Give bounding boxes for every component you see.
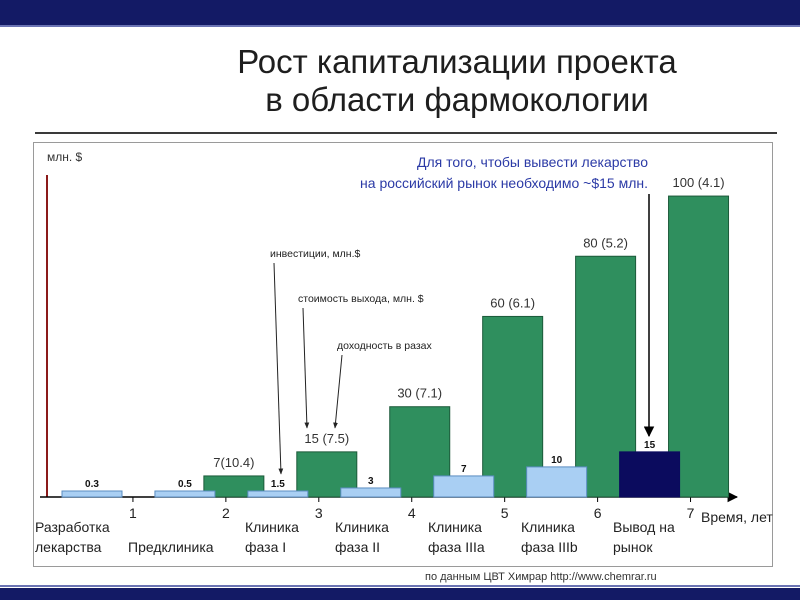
slide-title-line-1: Рост капитализации проекта [237, 43, 677, 80]
series-callout-exit-cost-pointer [302, 307, 310, 429]
investment-bar [61, 490, 123, 498]
title-divider [35, 132, 777, 134]
series-callout-return-pointer [333, 354, 343, 429]
stage-label: Клиника [428, 519, 482, 535]
source-note: по данным ЦВТ Химрар http://www.chemrar.… [425, 571, 657, 583]
x-tick-label: 6 [594, 505, 602, 521]
exit-cost-label: 80 (5.2) [583, 235, 628, 250]
x-axis-label: Время, лет [701, 509, 773, 525]
x-tick-label: 3 [315, 505, 323, 521]
stage-label: Клиника [521, 519, 575, 535]
investment-label: 15 [644, 440, 656, 451]
series-callout-exit-cost: стоимость выхода, млн. $ [298, 293, 424, 305]
exit-cost-label: 7(10.4) [213, 455, 254, 470]
investment-label: 1.5 [271, 479, 285, 490]
x-tick-label: 7 [687, 505, 695, 521]
market-entry-investment-bar [619, 451, 681, 498]
investment-label: 10 [551, 455, 563, 466]
stage-label: Клиника [245, 519, 299, 535]
slide-title-line-2: в области фармокологии [265, 81, 649, 118]
investment-bar [526, 466, 588, 498]
stage-label: фаза I [245, 539, 286, 555]
stage-label: лекарства [35, 539, 102, 555]
y-axis-label: млн. $ [47, 150, 83, 164]
top-band [0, 0, 800, 25]
plot-marks: 1 2 3 4 5 6 7 7(10.4) 15 (7.5) 30 (7.1) 60 (6.1) 80… [35, 175, 730, 555]
stage-label: рынок [613, 539, 653, 555]
bottom-band [0, 588, 800, 600]
x-tick-label: 2 [222, 505, 230, 521]
stage-label: Предклиника [128, 539, 214, 555]
investment-label: 0.5 [178, 479, 192, 490]
exit-cost-label: 15 (7.5) [304, 431, 349, 446]
market-note-line-2: на российский рынок необходимо ~$15 млн. [360, 175, 648, 191]
stage-label: Клиника [335, 519, 389, 535]
exit-cost-label: 60 (6.1) [490, 295, 535, 310]
series-callout-return: доходность в разах [337, 340, 433, 352]
stage-label: Вывод на [613, 519, 675, 535]
x-tick-label: 1 [129, 505, 137, 521]
exit-cost-bar [668, 195, 730, 498]
stage-label: фаза IIIb [521, 539, 578, 555]
investment-bar [247, 490, 309, 498]
series-callout-investment: инвестиции, млн.$ [270, 248, 361, 260]
bottom-band-line [0, 585, 800, 587]
x-tick-label: 4 [408, 505, 416, 521]
investment-label: 0.3 [85, 479, 99, 490]
market-note-line-1: Для того, чтобы вывести лекарство [417, 154, 648, 170]
investment-label: 7 [461, 464, 467, 475]
exit-cost-label: 100 (4.1) [673, 175, 725, 190]
investment-bar [433, 475, 495, 498]
top-band-line [0, 25, 800, 27]
series-callout-investment-pointer [273, 262, 284, 475]
investment-bar [154, 490, 216, 498]
stage-label: Разработка [35, 519, 110, 535]
chart-frame [33, 142, 773, 567]
investment-label: 3 [368, 476, 374, 487]
stage-label: фаза II [335, 539, 380, 555]
investment-bar [340, 487, 402, 498]
stage-label: фаза IIIa [428, 539, 485, 555]
slide-title: Рост капитализации проекта в области фар… [157, 43, 757, 119]
x-tick-label: 5 [501, 505, 509, 521]
exit-cost-label: 30 (7.1) [397, 386, 442, 401]
